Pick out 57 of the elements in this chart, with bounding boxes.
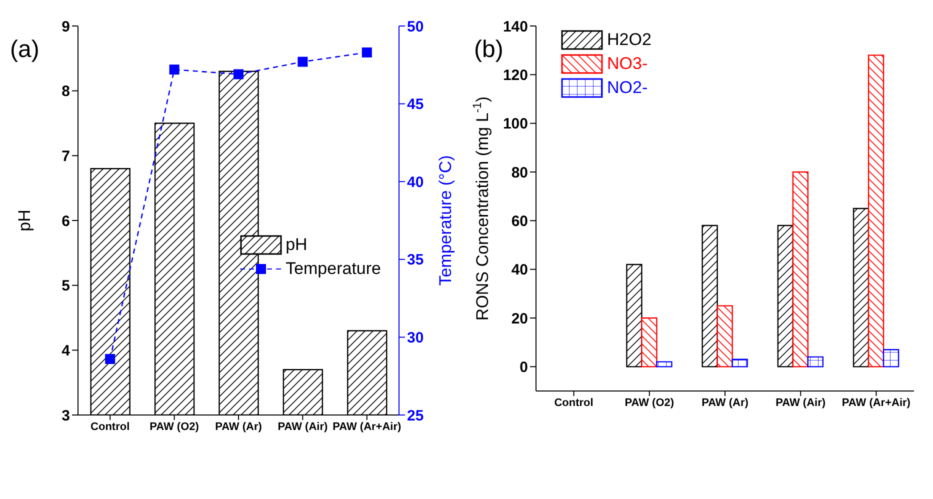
legend-label: Temperature bbox=[286, 259, 381, 279]
x-tick-label: PAW (Ar) bbox=[702, 396, 749, 409]
y-tick-label: 100 bbox=[502, 116, 528, 133]
bar bbox=[868, 54, 884, 368]
y-tick-label: 5 bbox=[62, 278, 70, 295]
point bbox=[169, 64, 180, 75]
point bbox=[362, 47, 372, 58]
y2-tick-label: 50 bbox=[407, 18, 424, 36]
y-tick-label: 9 bbox=[62, 18, 70, 36]
y-tick-label: 40 bbox=[511, 262, 528, 279]
x-tick-label: PAW (Ar) bbox=[215, 420, 262, 433]
point bbox=[298, 56, 308, 67]
y2-tick-label: 25 bbox=[407, 407, 424, 424]
x-tick-label: PAW (O2) bbox=[624, 396, 674, 409]
point bbox=[234, 69, 244, 80]
y2-tick-label: 40 bbox=[407, 174, 424, 191]
bar bbox=[702, 224, 718, 368]
bar bbox=[626, 264, 642, 368]
x-tick-label: Control bbox=[554, 396, 594, 409]
point bbox=[105, 354, 116, 364]
x-tick-label: PAW (Air) bbox=[776, 396, 826, 409]
y-tick-label: 3 bbox=[62, 407, 70, 424]
x-tick-label: Control bbox=[90, 420, 130, 433]
y2-axis-title: Temperature (°C) bbox=[436, 155, 455, 286]
bar bbox=[716, 305, 733, 368]
y-tick-label: 4 bbox=[62, 342, 71, 360]
legend-label: pH bbox=[286, 235, 308, 255]
y-tick-label: 80 bbox=[511, 164, 528, 182]
y-tick-label: 6 bbox=[62, 212, 70, 230]
legend-label: NO2- bbox=[607, 78, 648, 98]
y2-tick-label: 30 bbox=[407, 330, 424, 347]
x-tick-label: PAW (Ar+Air) bbox=[332, 420, 402, 433]
bar bbox=[852, 208, 870, 368]
bar bbox=[656, 361, 672, 368]
y2-tick-label: 35 bbox=[407, 252, 424, 269]
bar bbox=[807, 356, 824, 368]
y-tick-label: 0 bbox=[520, 358, 528, 376]
bar bbox=[777, 224, 794, 368]
text: (b) bbox=[474, 36, 504, 64]
y-tick-label: 20 bbox=[511, 310, 528, 328]
y-tick-label: 60 bbox=[511, 212, 528, 230]
x-tick-label: PAW (Ar+Air) bbox=[842, 396, 911, 409]
y-tick-label: 140 bbox=[502, 18, 528, 36]
bar bbox=[732, 358, 748, 368]
bar bbox=[641, 317, 658, 368]
y-axis-title: pH bbox=[15, 210, 34, 232]
y-tick-label: 7 bbox=[62, 148, 70, 165]
x-tick-label: PAW (O2) bbox=[150, 420, 200, 433]
y-tick-label: 8 bbox=[62, 83, 70, 100]
bar bbox=[882, 349, 900, 368]
bar bbox=[792, 171, 809, 368]
y2-tick-label: 45 bbox=[407, 96, 424, 114]
text: (a) bbox=[10, 36, 40, 64]
legend-label: H2O2 bbox=[607, 30, 652, 50]
y-tick-label: 120 bbox=[502, 66, 528, 84]
legend-label: NO3- bbox=[607, 54, 648, 74]
x-tick-label: PAW (Air) bbox=[278, 420, 328, 433]
